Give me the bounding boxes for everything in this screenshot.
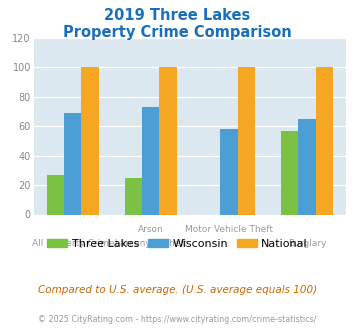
Legend: Three Lakes, Wisconsin, National: Three Lakes, Wisconsin, National	[43, 235, 312, 253]
Text: Larceny & Theft: Larceny & Theft	[115, 239, 187, 248]
Bar	[316, 67, 333, 214]
Bar	[64, 113, 81, 214]
Bar	[159, 67, 177, 214]
Text: Property Crime Comparison: Property Crime Comparison	[63, 25, 292, 40]
Text: © 2025 CityRating.com - https://www.cityrating.com/crime-statistics/: © 2025 CityRating.com - https://www.city…	[38, 315, 317, 324]
Text: Motor Vehicle Theft: Motor Vehicle Theft	[185, 225, 273, 234]
Bar	[220, 129, 237, 214]
Text: Arson: Arson	[138, 225, 164, 234]
Bar	[299, 119, 316, 214]
Text: 2019 Three Lakes: 2019 Three Lakes	[104, 8, 251, 23]
Text: Burglary: Burglary	[288, 239, 326, 248]
Bar	[47, 175, 64, 214]
Text: Compared to U.S. average. (U.S. average equals 100): Compared to U.S. average. (U.S. average …	[38, 285, 317, 295]
Text: All Property Crime: All Property Crime	[32, 239, 114, 248]
Bar	[237, 67, 255, 214]
Bar	[142, 107, 159, 214]
Bar	[125, 178, 142, 214]
Bar	[81, 67, 99, 214]
Bar	[281, 131, 299, 214]
